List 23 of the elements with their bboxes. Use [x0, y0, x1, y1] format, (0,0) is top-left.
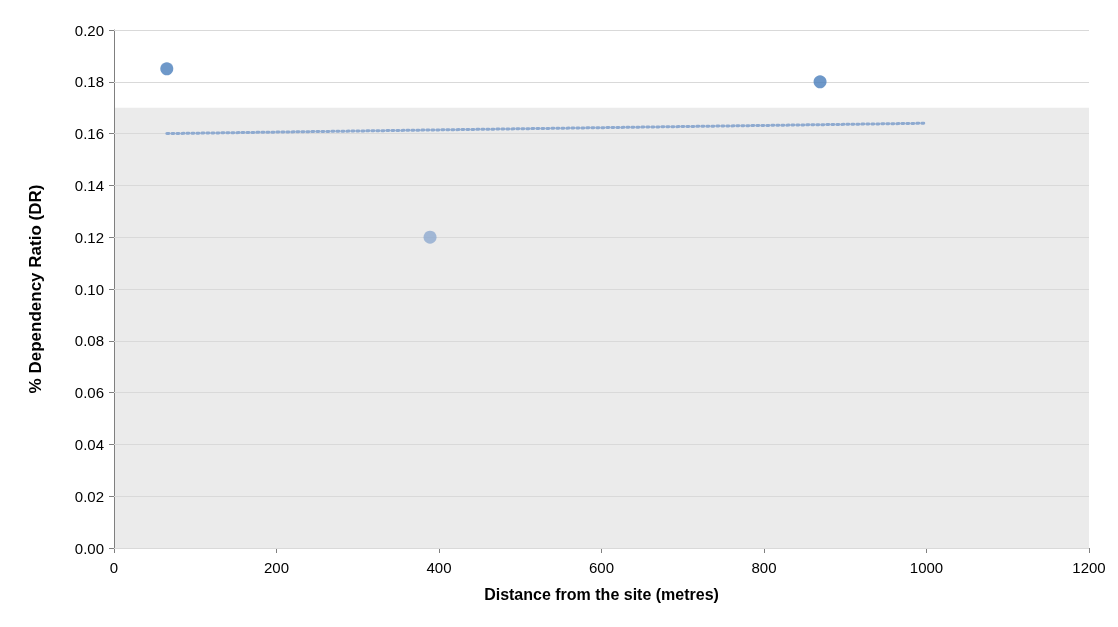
y-axis-title: % Dependency Ratio (DR)	[26, 184, 45, 394]
y-tick-label: 0.00	[74, 539, 104, 557]
x-axis-title: Distance from the site (metres)	[484, 585, 719, 603]
y-tick-label: 0.10	[74, 280, 104, 298]
y-tick-label: 0.04	[74, 435, 104, 453]
x-tick-label: 400	[426, 559, 452, 576]
x-tick-label: 0	[109, 559, 119, 576]
point	[813, 75, 827, 89]
y-tick-label: 0.06	[74, 384, 104, 402]
point	[423, 230, 437, 244]
x-tick-label: 1000	[909, 559, 944, 576]
x-tick-label: 200	[263, 559, 290, 576]
y-tick-label: 0.02	[74, 487, 104, 505]
y-tick-label: 0.20	[74, 21, 104, 39]
y-tick-label: 0.12	[74, 228, 104, 246]
x-tick-label: 800	[751, 559, 777, 576]
y-tick-label: 0.16	[74, 125, 104, 143]
y-tick-label: 0.18	[74, 73, 104, 91]
y-tick-label: 0.14	[74, 176, 104, 194]
x-tick-label: 1200	[1072, 559, 1106, 576]
y-tick-label: 0.08	[74, 332, 104, 350]
point	[160, 62, 174, 76]
x-tick-label: 600	[588, 559, 615, 576]
